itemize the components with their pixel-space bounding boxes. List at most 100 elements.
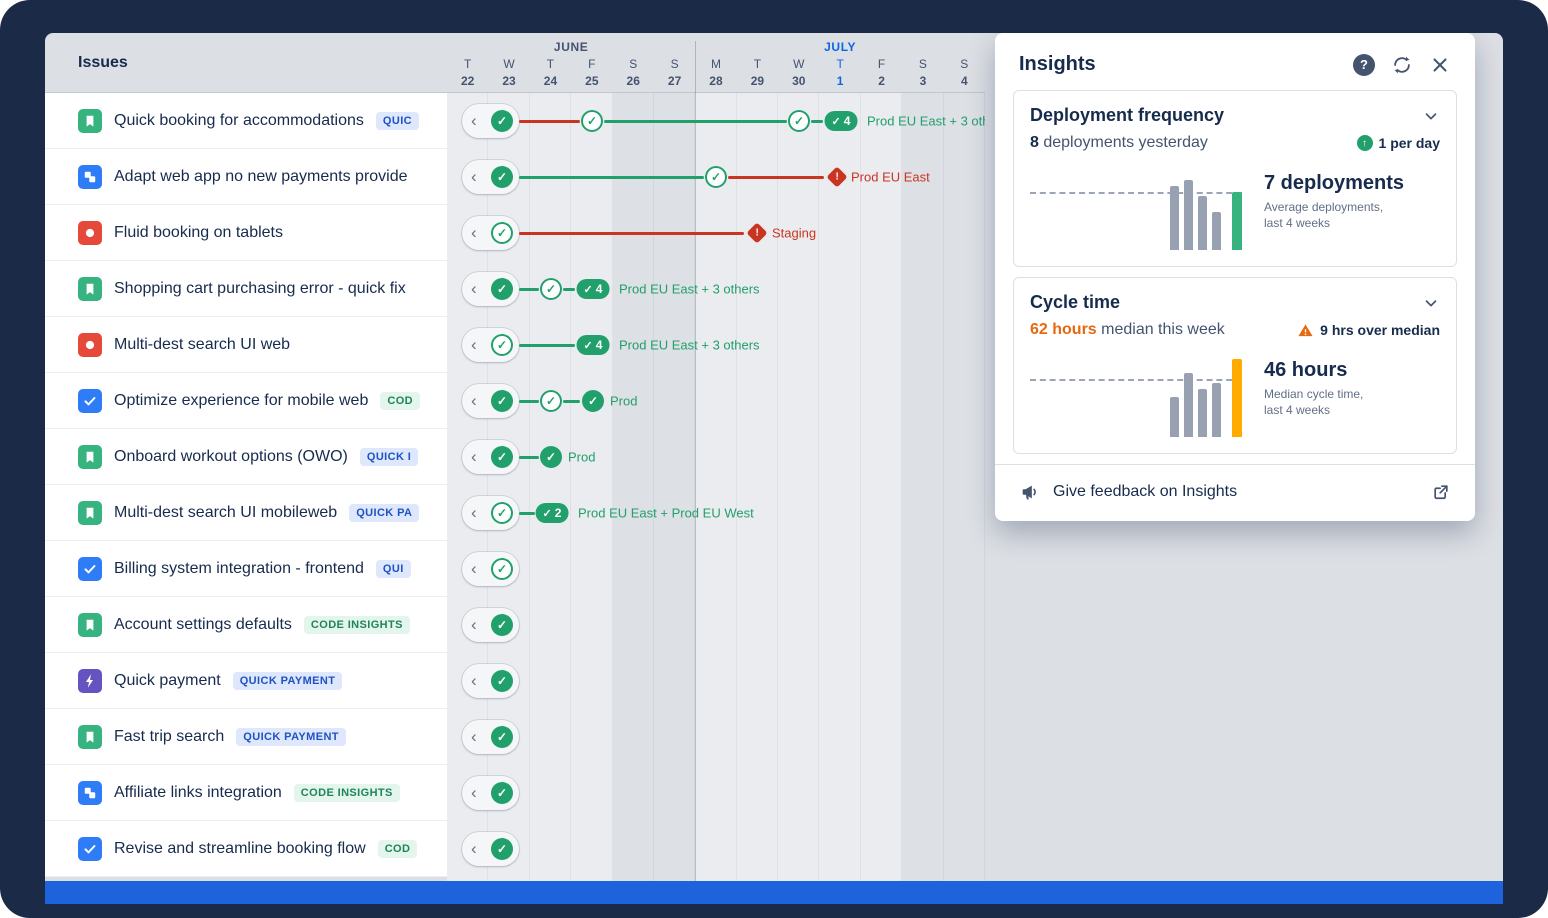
timeline-release-pill[interactable]: ‹ ✓: [462, 440, 519, 474]
issue-title: Onboard workout options (OWO): [114, 447, 348, 465]
deployment-check-icon[interactable]: ✓: [582, 390, 604, 412]
timeline-release-pill[interactable]: ‹ ✓: [462, 552, 519, 586]
check-icon: ✓: [491, 558, 513, 580]
task-issue-type-icon: [78, 836, 102, 861]
chevron-left-icon: ‹: [471, 558, 477, 578]
issue-title: Shopping cart purchasing error - quick f…: [114, 279, 406, 297]
chart-headline-value: 7 deployments: [1264, 172, 1405, 194]
chevron-down-icon[interactable]: [1422, 107, 1440, 125]
issue-row[interactable]: Fast trip search QUICK PAYMENT: [45, 709, 447, 765]
stat-value: 62 hours: [1030, 321, 1097, 338]
external-link-icon[interactable]: [1431, 482, 1451, 502]
deployment-line: [519, 343, 575, 347]
timeline-release-pill[interactable]: ‹ ✓: [462, 216, 519, 250]
stat-value: 8: [1030, 134, 1039, 151]
issue-row[interactable]: Quick booking for accommodations QUIC: [45, 93, 447, 149]
deployment-check-icon[interactable]: ✓: [540, 278, 562, 300]
chevron-left-icon: ‹: [471, 166, 477, 186]
deployment-count-badge[interactable]: ✓ 2: [535, 503, 569, 523]
deployment-count-badge[interactable]: ✓ 4: [576, 335, 610, 355]
issue-row[interactable]: Shopping cart purchasing error - quick f…: [45, 261, 447, 317]
issue-row[interactable]: Affiliate links integration CODE INSIGHTS: [45, 765, 447, 821]
issue-row[interactable]: Onboard workout options (OWO) QUICK I: [45, 429, 447, 485]
timeline-column: [612, 93, 654, 881]
insight-card-title: Deployment frequency: [1030, 105, 1225, 125]
issue-row[interactable]: Optimize experience for mobile web COD: [45, 373, 447, 429]
chevron-left-icon: ‹: [471, 838, 477, 858]
deployment-check-icon[interactable]: ✓: [581, 110, 603, 132]
timeline-release-pill[interactable]: ‹ ✓: [462, 832, 519, 866]
feedback-link[interactable]: Give feedback on Insights: [1053, 483, 1238, 500]
timeline-release-pill[interactable]: ‹ ✓: [462, 384, 519, 418]
issue-label-lozenge: QUIC: [375, 111, 420, 130]
timeline-release-pill[interactable]: ‹ ✓: [462, 160, 519, 194]
issue-title: Billing system integration - frontend: [114, 559, 364, 577]
issue-row[interactable]: Multi-dest search UI web: [45, 317, 447, 373]
deployment-warning-icon[interactable]: !: [826, 166, 848, 188]
timeline-release-pill[interactable]: ‹ ✓: [462, 328, 519, 362]
timeline-release-pill[interactable]: ‹ ✓: [462, 720, 519, 754]
insight-cards: Deployment frequency 8 deployments yester…: [995, 90, 1475, 454]
deployment-check-icon[interactable]: ✓: [540, 446, 562, 468]
timeline-column: [902, 93, 944, 881]
bottom-banner: [45, 881, 1503, 904]
issue-label-lozenge: QUICK PAYMENT: [232, 671, 343, 690]
story-issue-type-icon: [78, 724, 102, 749]
timeline-release-pill[interactable]: ‹ ✓: [462, 664, 519, 698]
deployment-warning-icon[interactable]: !: [746, 222, 768, 244]
timeline-release-pill[interactable]: ‹ ✓: [462, 272, 519, 306]
issue-row[interactable]: Multi-dest search UI mobileweb QUICK PA: [45, 485, 447, 541]
day-header: W 23: [502, 57, 516, 88]
refresh-icon[interactable]: [1391, 54, 1413, 76]
issue-label-lozenge: CODE INSIGHTS: [303, 615, 410, 634]
timeline-row: ‹ ✓! Staging: [447, 205, 985, 261]
timeline-row: ‹ ✓: [447, 709, 985, 765]
environment-label: Staging: [772, 225, 817, 241]
issue-row[interactable]: Adapt web app no new payments provide: [45, 149, 447, 205]
chevron-left-icon: ‹: [471, 670, 477, 690]
subtask-issue-type-icon: [78, 780, 102, 805]
timeline-row: ‹ ✓ ✓ ✓ 4 Prod EU East + 3 others: [447, 261, 985, 317]
timeline-release-pill[interactable]: ‹ ✓: [462, 104, 519, 138]
check-icon: ✓: [491, 222, 513, 244]
issue-title: Quick payment: [114, 671, 221, 689]
issue-title: Account settings defaults: [114, 615, 292, 633]
issue-title: Multi-dest search UI web: [114, 335, 291, 353]
deployment-count-badge[interactable]: ✓ 4: [576, 279, 610, 299]
chevron-down-icon[interactable]: [1422, 294, 1440, 312]
deployment-line: [811, 119, 823, 123]
accent-bar: [1232, 359, 1242, 437]
timeline-release-pill[interactable]: ‹ ✓: [462, 496, 519, 530]
help-icon[interactable]: ?: [1353, 53, 1375, 76]
deployment-check-icon[interactable]: ✓: [705, 166, 727, 188]
environment-label: Prod EU East + 3 others: [619, 337, 760, 353]
deployment-line: [519, 399, 539, 403]
day-header: W 30: [792, 57, 806, 88]
panel-divider: [995, 464, 1475, 465]
deployment-count-badge[interactable]: ✓ 4: [824, 111, 858, 131]
check-icon: ✓: [491, 278, 513, 300]
bar: [1198, 389, 1207, 437]
issue-row[interactable]: Fluid booking on tablets: [45, 205, 447, 261]
deployment-line: [604, 119, 787, 123]
timeline-release-pill[interactable]: ‹ ✓: [462, 608, 519, 642]
close-icon[interactable]: [1429, 54, 1451, 76]
timeline-column: [695, 93, 737, 881]
timeline-release-pill[interactable]: ‹ ✓: [462, 776, 519, 810]
issues-header: Issues: [45, 33, 447, 93]
issue-row[interactable]: Account settings defaults CODE INSIGHTS: [45, 597, 447, 653]
insight-stat-row: 8 deployments yesterday ↑ 1 per day: [1030, 134, 1440, 152]
issue-row[interactable]: Billing system integration - frontend QUI: [45, 541, 447, 597]
check-icon: ✓: [491, 614, 513, 636]
feedback-row[interactable]: Give feedback on Insights: [995, 465, 1475, 519]
issue-row[interactable]: Quick payment QUICK PAYMENT: [45, 653, 447, 709]
environment-label: Prod EU East: [851, 169, 930, 185]
deployment-line: [519, 511, 535, 515]
issue-row[interactable]: Revise and streamline booking flow COD: [45, 821, 447, 877]
issue-label-lozenge: QUI: [375, 559, 411, 578]
bar: [1198, 196, 1207, 250]
deployment-check-icon[interactable]: ✓: [788, 110, 810, 132]
deployment-check-icon[interactable]: ✓: [540, 390, 562, 412]
deployment-line: [563, 399, 580, 403]
